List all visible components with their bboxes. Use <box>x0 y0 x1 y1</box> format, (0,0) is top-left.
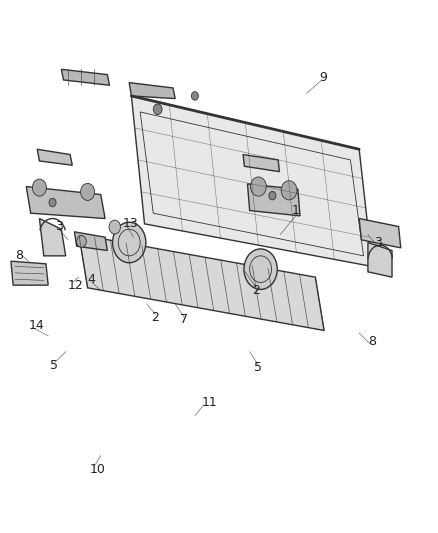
Text: 3: 3 <box>55 220 63 233</box>
Text: 1: 1 <box>291 204 299 217</box>
Text: 14: 14 <box>28 319 44 332</box>
Polygon shape <box>243 155 279 172</box>
Text: 2: 2 <box>151 311 159 324</box>
Circle shape <box>109 220 120 234</box>
Text: 2: 2 <box>252 284 260 297</box>
Polygon shape <box>74 232 107 251</box>
Text: 5: 5 <box>254 361 262 374</box>
Text: 12: 12 <box>68 279 84 292</box>
Polygon shape <box>61 69 110 85</box>
Text: 9: 9 <box>320 71 328 84</box>
Text: 4: 4 <box>88 273 95 286</box>
Circle shape <box>244 249 277 289</box>
Text: 13: 13 <box>123 217 138 230</box>
Polygon shape <box>39 219 66 256</box>
Text: 7: 7 <box>180 313 187 326</box>
Polygon shape <box>11 261 48 285</box>
Polygon shape <box>359 219 401 248</box>
Text: 3: 3 <box>374 236 382 249</box>
Polygon shape <box>131 96 372 266</box>
Circle shape <box>32 179 46 196</box>
Polygon shape <box>129 83 175 99</box>
Polygon shape <box>26 187 105 219</box>
Circle shape <box>113 222 146 263</box>
Text: 10: 10 <box>90 463 106 475</box>
Circle shape <box>81 183 95 200</box>
Polygon shape <box>247 184 300 216</box>
Text: 8: 8 <box>368 335 376 348</box>
Circle shape <box>49 198 56 207</box>
Circle shape <box>251 177 266 196</box>
Text: 5: 5 <box>50 359 58 372</box>
Text: 11: 11 <box>201 396 217 409</box>
Circle shape <box>191 92 198 100</box>
Polygon shape <box>37 149 72 165</box>
Circle shape <box>269 191 276 200</box>
Circle shape <box>281 181 297 200</box>
Polygon shape <box>368 243 392 277</box>
Text: 8: 8 <box>15 249 23 262</box>
Circle shape <box>77 236 86 247</box>
Circle shape <box>153 104 162 115</box>
Polygon shape <box>79 235 324 330</box>
